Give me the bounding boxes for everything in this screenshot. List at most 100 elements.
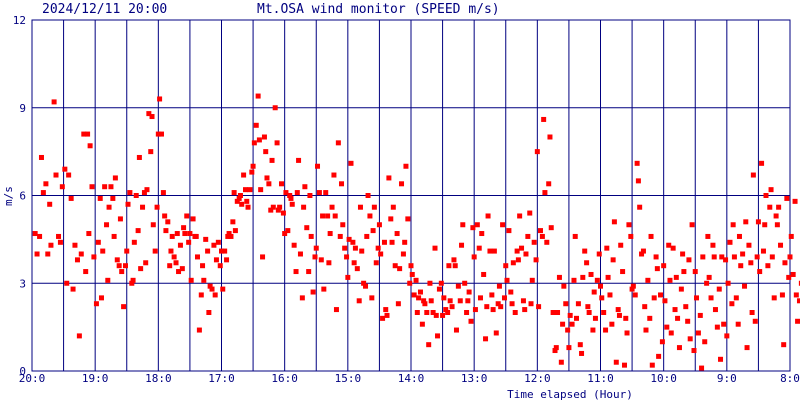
y-tick-label: 6 <box>19 190 26 203</box>
data-point <box>495 301 501 307</box>
data-point <box>639 251 645 257</box>
data-point <box>520 298 526 304</box>
data-point <box>421 298 427 304</box>
data-point <box>443 307 449 313</box>
data-point <box>381 239 387 245</box>
data-point <box>187 231 193 237</box>
data-point <box>667 277 673 283</box>
data-point <box>567 312 573 318</box>
data-point <box>157 96 163 102</box>
data-point <box>487 248 493 254</box>
data-point <box>299 295 305 301</box>
data-point <box>678 286 684 292</box>
data-point <box>394 231 400 237</box>
data-point <box>83 269 89 275</box>
data-point <box>325 213 331 219</box>
data-point <box>563 301 569 307</box>
data-point <box>179 266 185 272</box>
data-point <box>288 195 294 201</box>
data-point <box>76 333 82 339</box>
data-point <box>699 365 705 371</box>
data-point <box>637 204 643 210</box>
data-point <box>104 222 110 228</box>
y-tick-labels: 0 3 6 9 12 <box>13 14 26 378</box>
data-point <box>586 310 592 315</box>
data-point <box>386 175 392 181</box>
data-point <box>735 321 741 327</box>
data-point <box>773 213 779 219</box>
data-point <box>74 257 80 263</box>
data-point <box>390 204 396 210</box>
data-point <box>724 333 730 339</box>
data-point <box>623 315 629 321</box>
data-point <box>57 239 63 245</box>
data-point <box>399 181 405 187</box>
data-point <box>375 245 381 251</box>
data-point <box>106 204 112 210</box>
data-point <box>308 233 314 239</box>
data-point <box>86 231 92 237</box>
data-point <box>438 280 444 286</box>
grid <box>31 19 791 372</box>
data-point <box>489 292 495 298</box>
data-point <box>373 260 379 266</box>
data-point <box>405 216 411 222</box>
data-point <box>457 298 463 304</box>
data-point <box>748 260 754 266</box>
timestamp-label: 2024/12/11 20:00 <box>42 2 167 17</box>
data-point <box>304 225 310 231</box>
data-point <box>261 134 267 140</box>
data-point <box>344 254 350 260</box>
data-point <box>792 198 798 204</box>
data-point <box>168 248 174 254</box>
data-point <box>400 251 406 257</box>
data-point <box>327 231 333 237</box>
data-point <box>59 184 65 190</box>
data-point <box>352 245 358 251</box>
data-point <box>611 219 617 225</box>
data-point <box>171 254 177 260</box>
data-point <box>491 248 497 254</box>
data-point <box>34 251 40 257</box>
y-tick-label: 9 <box>19 102 26 115</box>
data-point <box>449 304 455 310</box>
data-point <box>787 254 793 260</box>
data-point <box>719 254 725 260</box>
data-point <box>591 289 597 295</box>
y-tick-label: 3 <box>19 277 26 290</box>
data-point <box>174 231 180 237</box>
data-point <box>662 298 668 304</box>
data-point <box>566 345 572 351</box>
data-point <box>500 222 506 228</box>
data-point <box>702 339 708 345</box>
data-point <box>642 304 648 310</box>
data-point <box>736 233 742 239</box>
x-tick-label: 19:0 <box>82 372 109 385</box>
data-point <box>133 193 139 198</box>
x-axis-label: Time elapsed (Hour) <box>507 388 633 400</box>
data-point <box>136 154 142 160</box>
data-point <box>471 254 477 260</box>
y-tick-label: 12 <box>13 14 26 27</box>
data-point <box>689 222 695 228</box>
data-point <box>721 321 727 327</box>
data-point <box>455 283 461 289</box>
data-point <box>268 207 274 213</box>
data-point <box>553 345 559 351</box>
data-point <box>114 257 120 263</box>
data-point <box>359 248 365 254</box>
x-tick-label: 20:0 <box>19 372 46 385</box>
data-point <box>144 187 150 193</box>
data-point <box>781 342 787 348</box>
data-point <box>220 286 226 292</box>
data-points <box>32 93 800 371</box>
data-point <box>230 219 236 225</box>
data-point <box>194 254 200 260</box>
data-point <box>560 321 566 327</box>
data-point <box>782 260 788 266</box>
data-point <box>544 239 550 245</box>
data-point <box>255 93 261 99</box>
y-axis-label: m/s <box>2 186 15 206</box>
x-tick-label: 13:0 <box>461 372 488 385</box>
data-point <box>519 245 525 251</box>
